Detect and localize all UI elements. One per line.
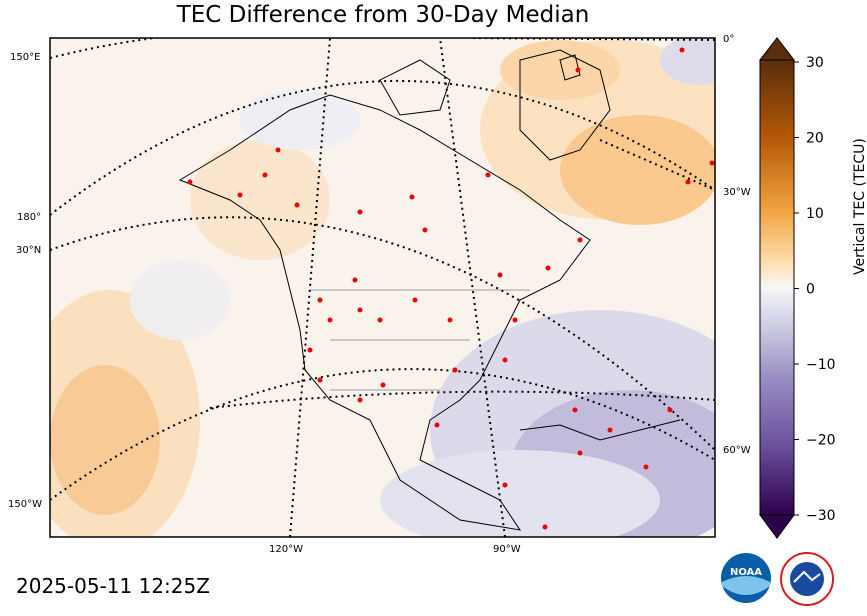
lon-label-90w: 90°W <box>493 544 521 555</box>
timestamp: 2025-05-11 12:25Z <box>16 574 210 598</box>
noaa-logo-text: NOAA <box>730 567 762 578</box>
colorbar-tick-label: 10 <box>806 206 824 222</box>
lat-label-30n: 30°N <box>16 245 41 256</box>
lon-label-150e: 150°E <box>10 52 40 63</box>
station-markers <box>187 47 715 530</box>
map-frame <box>49 37 716 538</box>
noaa-logo-icon: NOAA <box>721 553 771 603</box>
lon-label-0: 0° <box>723 34 734 45</box>
nws-logo-icon <box>780 552 834 606</box>
colorbar-tick-label: −20 <box>806 433 836 449</box>
chart-title: TEC Difference from 30-Day Median <box>176 2 590 28</box>
lon-label-30w: 30°W <box>723 187 751 198</box>
colorbar-tick-label: 20 <box>806 131 824 147</box>
colorbar-tick-label: −30 <box>806 508 836 524</box>
lon-label-150w: 150°W <box>8 499 42 510</box>
lon-label-120w: 120°W <box>269 544 303 555</box>
colorbar-tick-label: 0 <box>806 282 815 298</box>
colorbar: 30 20 10 0 −10 −20 −30 <box>758 37 836 539</box>
colorbar-tick-label: −10 <box>806 357 836 373</box>
lon-label-180: 180° <box>17 212 41 223</box>
colorbar-label: Vertical TEC (TECU) <box>852 138 867 275</box>
colorbar-tick-label: 30 <box>806 55 824 71</box>
tec-field <box>50 38 715 537</box>
lon-label-60w: 60°W <box>723 445 751 456</box>
